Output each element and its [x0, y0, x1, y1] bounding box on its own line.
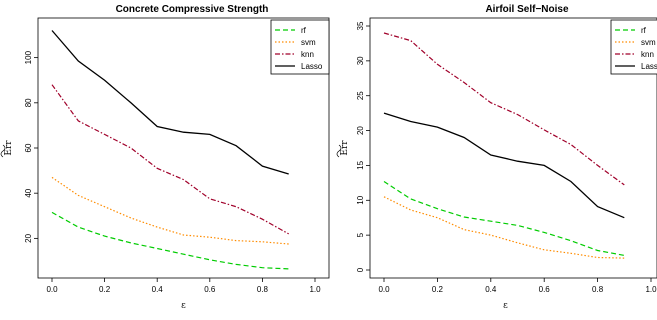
y-tick-label: 5 — [356, 232, 365, 237]
legend-label: svm — [301, 38, 316, 47]
y-tick-label: 100 — [24, 50, 33, 64]
x-tick-label: 0.0 — [46, 285, 58, 294]
series-group — [51, 30, 289, 270]
x-tick-label: 0.2 — [432, 285, 444, 294]
x-tick-label: 0.0 — [378, 285, 390, 294]
series-line-knn — [383, 32, 625, 186]
y-axis-label: Err — [4, 140, 14, 156]
series-line-rf — [51, 211, 289, 270]
y-tick-label: 35 — [356, 21, 365, 30]
y-tick-label: 0 — [356, 267, 365, 272]
series-line-lasso — [383, 112, 625, 219]
series-line-knn — [51, 84, 289, 235]
y-tick-label: 20 — [356, 126, 365, 135]
chart-panel-2: Airfoil Self−Noise 0.0 0.2 0.4 0.6 0.8 1.0 0 5 10… — [336, 4, 657, 311]
series-line-rf — [383, 180, 625, 256]
x-tick-label: 0.4 — [152, 285, 164, 294]
chart-title: Airfoil Self−Noise — [485, 4, 569, 15]
y-tick-label: 20 — [24, 233, 33, 242]
series-group — [383, 32, 625, 259]
x-axis-label: ε — [503, 301, 508, 311]
x-tick-label: 1.0 — [309, 285, 321, 294]
legend-label: svm — [641, 38, 656, 47]
series-line-svm — [383, 196, 625, 259]
series-line-lasso — [51, 30, 289, 175]
legend-label: knn — [641, 50, 654, 59]
x-axis-label: ε — [181, 301, 186, 311]
x-tick-label: 0.8 — [592, 285, 604, 294]
y-tick-label: 60 — [24, 143, 33, 152]
x-tick-label: 1.0 — [645, 285, 657, 294]
x-tick-label: 0.6 — [204, 285, 216, 294]
x-tick-label: 0.4 — [485, 285, 497, 294]
y-tick-label: 15 — [356, 160, 365, 169]
y-tick-label: 40 — [24, 188, 33, 197]
plot-frame — [369, 17, 657, 279]
x-tick-label: 0.6 — [539, 285, 551, 294]
legend-box — [270, 19, 330, 75]
y-tick-label: 10 — [356, 195, 365, 204]
legend-box — [610, 19, 657, 75]
y-axis-label-tilde — [0, 144, 6, 158]
legend-label: Lasso — [641, 62, 657, 71]
chart-title: Concrete Compressive Strength — [116, 4, 269, 15]
legend-label: knn — [301, 50, 314, 59]
y-tick-label: 80 — [24, 98, 33, 107]
legend-label: rf — [301, 26, 307, 35]
y-axis-label: Err — [340, 140, 350, 156]
y-tick-label: 25 — [356, 91, 365, 100]
x-tick-label: 0.2 — [99, 285, 111, 294]
series-line-svm — [51, 176, 289, 245]
y-tick-label: 30 — [356, 56, 365, 65]
x-tick-label: 0.8 — [257, 285, 269, 294]
y-axis-label-tilde — [336, 144, 342, 158]
chart-panel-1: Concrete Compressive Strength 0.0 0.2 0.4 0.… — [0, 4, 330, 311]
legend-label: rf — [641, 26, 647, 35]
legend-label: Lasso — [301, 62, 323, 71]
